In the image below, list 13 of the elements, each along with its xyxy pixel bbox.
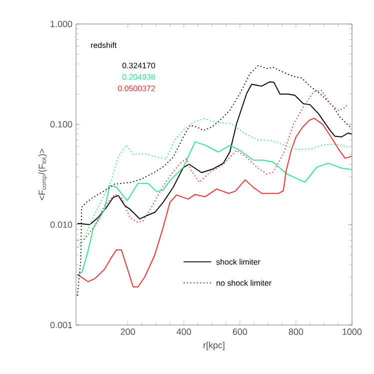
x-tick-label: 1000 <box>342 328 362 335</box>
y-tick-label: 1.000 <box>50 20 72 28</box>
x-tick-label: 800 <box>288 328 304 335</box>
y-axis-title: <F$_{comp}$/(F$_{tot}$)> <box>38 148 48 200</box>
y-tick-label: 0.010 <box>50 221 72 228</box>
x-tick-label: 200 <box>120 328 135 335</box>
x-tick-label: 400 <box>176 328 192 335</box>
x-axis-title: r[kpc] <box>204 342 224 350</box>
y-tick-label: 0.100 <box>50 121 72 128</box>
x-tick-label: 600 <box>232 328 248 335</box>
line-series <box>76 64 351 296</box>
y-tick-label: 0.001 <box>50 322 72 328</box>
line-series <box>76 90 349 241</box>
